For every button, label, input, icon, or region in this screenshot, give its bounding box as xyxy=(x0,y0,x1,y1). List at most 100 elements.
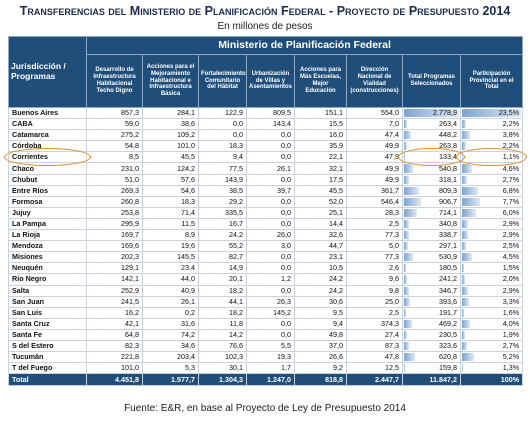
cell-text: Chubut xyxy=(12,174,38,184)
cell: 40,9 xyxy=(142,284,199,297)
cell-text: 540,8 xyxy=(439,163,457,173)
column-header: Dirección Nacional de Vialidad (construc… xyxy=(346,54,403,108)
cell: 554,0 xyxy=(346,106,403,120)
total-row: Total 4.451,8 1.577,7 1.304,3 1.247,0 818,8 2.… xyxy=(8,373,524,387)
cell-text: 49,9 xyxy=(385,141,399,151)
cell-text: 12,5 xyxy=(385,363,399,373)
cell-text: 143,9 xyxy=(225,174,243,184)
cell-text: 260,8 xyxy=(121,196,139,206)
table-body: Buenos Aires 857,3 284,1 122,9 809,5 151,1 554… xyxy=(4,106,528,387)
cell: 546,4 xyxy=(346,195,403,208)
row: Jujuy 253,8 71,4 335,5 0,0 25,1 28,3 714,1 6,0% xyxy=(8,206,524,219)
cell-text: 11,8 xyxy=(229,318,243,328)
cell-text: 2,5 xyxy=(389,307,399,317)
data-bar xyxy=(462,197,481,206)
cell: 3,0 xyxy=(246,240,295,253)
cell: 23,1 xyxy=(294,251,347,264)
cell-text: 323,6 xyxy=(439,341,457,351)
cell: 169,7 xyxy=(86,229,143,242)
cell-text: Misiones xyxy=(12,252,43,262)
cell-text: 0,0 xyxy=(281,207,291,217)
cell: 448,2 xyxy=(402,129,461,142)
cell: 51,0 xyxy=(86,173,143,186)
cell-text: 44,0 xyxy=(181,274,195,284)
data-bar xyxy=(404,231,409,240)
row-label: Santa Fe xyxy=(8,328,87,341)
cell-text: 295,9 xyxy=(121,218,139,228)
data-bar xyxy=(404,109,459,118)
footer: Fuente: E&R, en base al Proyecto de Ley … xyxy=(124,403,406,414)
cell-text: 1,7 xyxy=(281,363,291,373)
cell: 241,2 xyxy=(402,273,461,286)
cell-text: 3,3% xyxy=(502,296,520,306)
row-label: Misiones xyxy=(8,251,87,264)
cell-text: 44,1 xyxy=(229,296,243,306)
cell-text: 14,4 xyxy=(329,218,343,228)
column-header: Acciones para el Mejoramiento Habitacion… xyxy=(142,54,199,108)
cell: 1,2 xyxy=(246,273,295,286)
row-label: Jujuy xyxy=(8,206,87,219)
cell-text: 1,3% xyxy=(502,363,520,373)
cell: 19,6 xyxy=(142,240,199,253)
cell: 109,2 xyxy=(142,129,199,142)
data-bar xyxy=(462,286,468,295)
row: T del Fuego 101,0 5,3 30,1 1,7 9,2 12,5 159,8 1,… xyxy=(8,362,524,375)
cell-text: 16,7 xyxy=(229,218,243,228)
cell-text: 0,2 xyxy=(185,307,195,317)
cell: 5,2% xyxy=(459,351,524,364)
cell-text: 3,0 xyxy=(281,241,291,251)
cell: 0,0 xyxy=(246,151,295,164)
cell: 3,3% xyxy=(459,295,524,308)
cell: 37,0 xyxy=(294,339,347,353)
cell: 0,0 xyxy=(246,195,295,208)
cell: 122,9 xyxy=(198,106,247,120)
cell: 34,6 xyxy=(142,339,199,353)
cell-text: 44,7 xyxy=(329,241,343,251)
cell: 15,5 xyxy=(294,118,347,131)
row: Formosa 260,8 18,3 29,2 0,0 52,0 546,4 906,7 7,7… xyxy=(8,195,524,208)
cell: 25,1 xyxy=(294,206,347,219)
cell-text: 24,2 xyxy=(329,274,343,284)
cell-text: 16,2 xyxy=(125,307,139,317)
row-label: La Pampa xyxy=(8,217,87,231)
cell-text: 448,2 xyxy=(439,130,457,140)
data-bar xyxy=(404,242,409,251)
header-row: Jurisdicción / Programas Ministerio de Pl… xyxy=(8,36,524,108)
cell-text: Buenos Aires xyxy=(12,108,59,118)
cell-text: 27,4 xyxy=(385,329,399,339)
cell: 9,2 xyxy=(294,362,347,375)
cell: 32,6 xyxy=(294,229,347,242)
cell-text: 143,4 xyxy=(273,119,291,129)
cell-text: 6,8% xyxy=(502,185,520,195)
cell: 26,1 xyxy=(142,295,199,308)
cell: 4,0% xyxy=(459,317,524,330)
cell: 335,5 xyxy=(198,206,247,219)
cell: 275,2 xyxy=(86,129,143,142)
row-label: San Luis xyxy=(8,306,87,319)
cell: 169,6 xyxy=(86,240,143,253)
cell: 57,6 xyxy=(142,173,199,186)
cell: 809,3 xyxy=(402,184,461,197)
cell-text: 32,6 xyxy=(329,230,343,240)
cell-text: 52,0 xyxy=(329,196,343,206)
data-bar xyxy=(462,164,472,173)
cell: 102,3 xyxy=(198,351,247,364)
data-bar xyxy=(404,264,406,273)
cell-text: 3,8% xyxy=(502,130,520,140)
cell: 0,0 xyxy=(246,262,295,275)
cell-text: 809,3 xyxy=(439,185,457,195)
cell-text: 8,9 xyxy=(185,230,195,240)
cell: 252,9 xyxy=(86,284,143,297)
cell: 59,0 xyxy=(86,118,143,131)
cell: 263,4 xyxy=(402,118,461,131)
cell: 27,4 xyxy=(346,328,403,341)
cell-text: 4,0% xyxy=(502,318,520,328)
data-bar xyxy=(462,142,466,151)
cell: 0,0 xyxy=(246,328,295,341)
row: Tucumán 221,8 203,4 102,3 19,3 26,6 47,8 620,8 5… xyxy=(8,351,524,364)
data-bar xyxy=(462,264,464,273)
cell: 284,1 xyxy=(142,106,199,120)
row-label: Neuquén xyxy=(8,262,87,275)
cell: 1,5% xyxy=(459,262,524,275)
cell: 323,6 xyxy=(402,339,461,353)
